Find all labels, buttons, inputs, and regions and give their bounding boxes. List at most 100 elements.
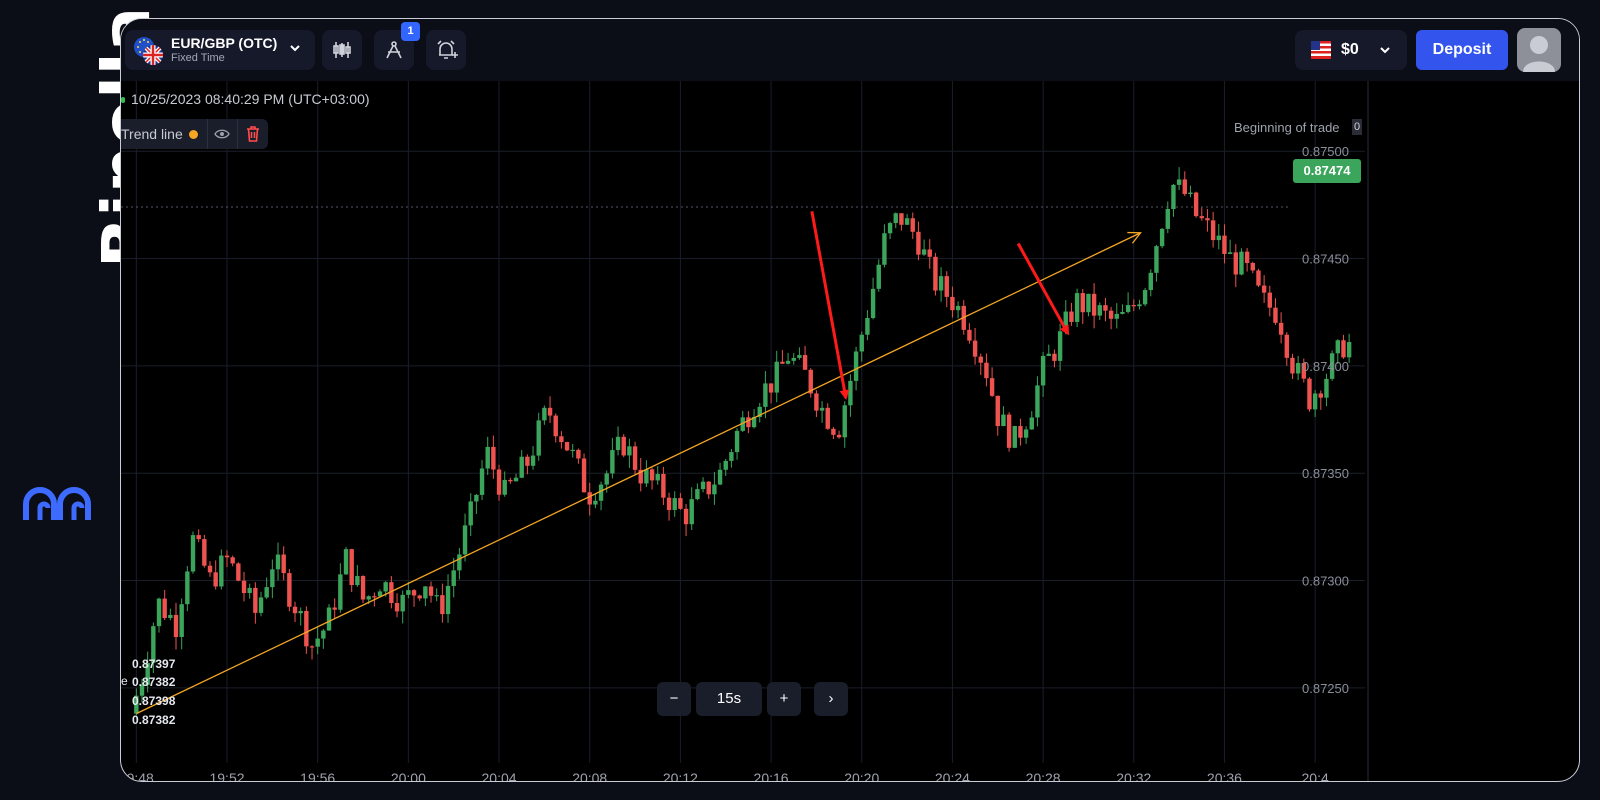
candle-body	[1176, 179, 1182, 185]
balance-value: $0	[1341, 41, 1359, 58]
ohlc-tag: e	[121, 674, 128, 688]
candle-body	[610, 450, 615, 474]
candle-body	[802, 355, 808, 370]
chart-datetime: 10/25/2023 08:40:29 PM (UTC+03:00)	[131, 91, 370, 107]
candle-body	[1346, 342, 1352, 358]
candle-body	[723, 460, 728, 470]
candle-body	[173, 614, 179, 637]
asset-selector[interactable]: EUR/GBP (OTC) Fixed Time	[125, 30, 315, 70]
candle-body	[190, 535, 196, 572]
time-tick-label: 19:56	[300, 770, 335, 781]
candle-body	[1227, 252, 1233, 254]
candle-body	[213, 572, 218, 587]
candle-body	[576, 449, 581, 459]
candle-body	[746, 417, 751, 428]
account-balance-selector[interactable]: $0	[1295, 30, 1407, 70]
candle-body	[258, 597, 264, 613]
candle-body	[950, 296, 955, 311]
candle-body	[508, 479, 513, 482]
candle-body	[1256, 270, 1261, 286]
candle-body	[139, 684, 145, 696]
candle-body	[1052, 353, 1057, 361]
chevron-down-icon	[1380, 47, 1390, 54]
zoom-out-button[interactable]: −	[657, 682, 691, 716]
trend-line-toolbar: Trend line	[121, 119, 268, 149]
candle-body	[372, 596, 377, 598]
candle-body	[1193, 192, 1199, 217]
candle-body	[1029, 417, 1034, 430]
candle-body	[712, 484, 717, 495]
candle-body	[1261, 285, 1267, 293]
candle-body	[689, 499, 694, 525]
time-tick-label: 20:08	[572, 770, 607, 781]
candle-body	[859, 334, 864, 352]
candle-body	[581, 458, 587, 493]
candle-body	[1006, 414, 1012, 448]
candle-body	[887, 223, 893, 234]
candle-body	[377, 591, 383, 597]
candle-body	[1188, 192, 1193, 195]
eu-uk-flags-icon	[134, 37, 163, 65]
candle-body	[326, 607, 332, 631]
time-tick-label: 20:16	[754, 770, 789, 781]
candle-body	[1057, 331, 1063, 361]
candle-body	[179, 604, 184, 637]
alerts-button[interactable]	[426, 30, 466, 70]
candle-body	[870, 288, 876, 319]
candle-body	[468, 501, 473, 526]
candle-body	[1233, 252, 1238, 275]
chart-overlays	[136, 211, 1140, 715]
next-button[interactable]: ›	[814, 682, 848, 716]
candle-body	[984, 362, 989, 379]
candle-body	[916, 231, 921, 255]
candle-body	[530, 455, 536, 466]
candle-body	[547, 407, 553, 416]
time-tick-label: 20:36	[1207, 770, 1242, 781]
price-chart[interactable]: 0.87500 0.87450 0.87400 0.87350 0.87300 0.872…	[121, 81, 1579, 781]
candle-body	[780, 361, 785, 364]
avatar[interactable]	[1517, 28, 1561, 72]
connection-status-icon	[121, 97, 125, 103]
trend-line-label[interactable]: Trend line	[121, 126, 183, 142]
candle-body	[1040, 355, 1046, 386]
candle-body	[1018, 426, 1023, 438]
candle-body	[394, 603, 400, 612]
time-tick-label: 20:20	[844, 770, 879, 781]
candle-body	[542, 407, 547, 421]
candle-body	[1148, 272, 1153, 291]
candle-body	[627, 446, 632, 456]
candle-body	[848, 380, 853, 406]
candle-body	[904, 218, 910, 225]
candle-body	[604, 473, 609, 485]
candle-body	[536, 420, 541, 456]
candle-body	[281, 554, 286, 574]
asset-type: Fixed Time	[171, 52, 225, 64]
timeframe-value[interactable]: 15s	[696, 682, 762, 716]
candle-body	[496, 469, 502, 495]
zoom-in-button[interactable]: +	[767, 682, 801, 716]
time-axis: 19:48 19:52 19:56 20:00 20:04 20:08 20:12 20:16…	[121, 770, 1329, 781]
candle-body	[933, 256, 938, 291]
candle-body	[1267, 292, 1272, 308]
candle-body	[1307, 378, 1312, 410]
indicators-button[interactable]	[322, 30, 362, 70]
trend-line	[136, 233, 1140, 715]
eye-icon[interactable]	[214, 127, 230, 141]
candle-body	[683, 508, 689, 525]
candle-body	[1142, 290, 1148, 305]
trade-marker-tag: 0	[1352, 119, 1362, 135]
candle-body	[236, 563, 241, 581]
trend-line-color-dot[interactable]	[189, 130, 198, 139]
deposit-button[interactable]: Deposit	[1416, 30, 1508, 70]
candle-body	[315, 638, 320, 647]
candle-body	[644, 469, 649, 484]
candles-icon	[333, 42, 351, 58]
candle-body	[1284, 334, 1289, 358]
candle-body	[360, 575, 366, 600]
price-tick-label: 0.87500	[1302, 144, 1349, 159]
candle-body	[196, 535, 201, 540]
candle-body	[995, 395, 1000, 427]
trash-icon[interactable]	[246, 126, 260, 142]
candle-body	[241, 580, 247, 594]
candle-body	[519, 456, 524, 478]
